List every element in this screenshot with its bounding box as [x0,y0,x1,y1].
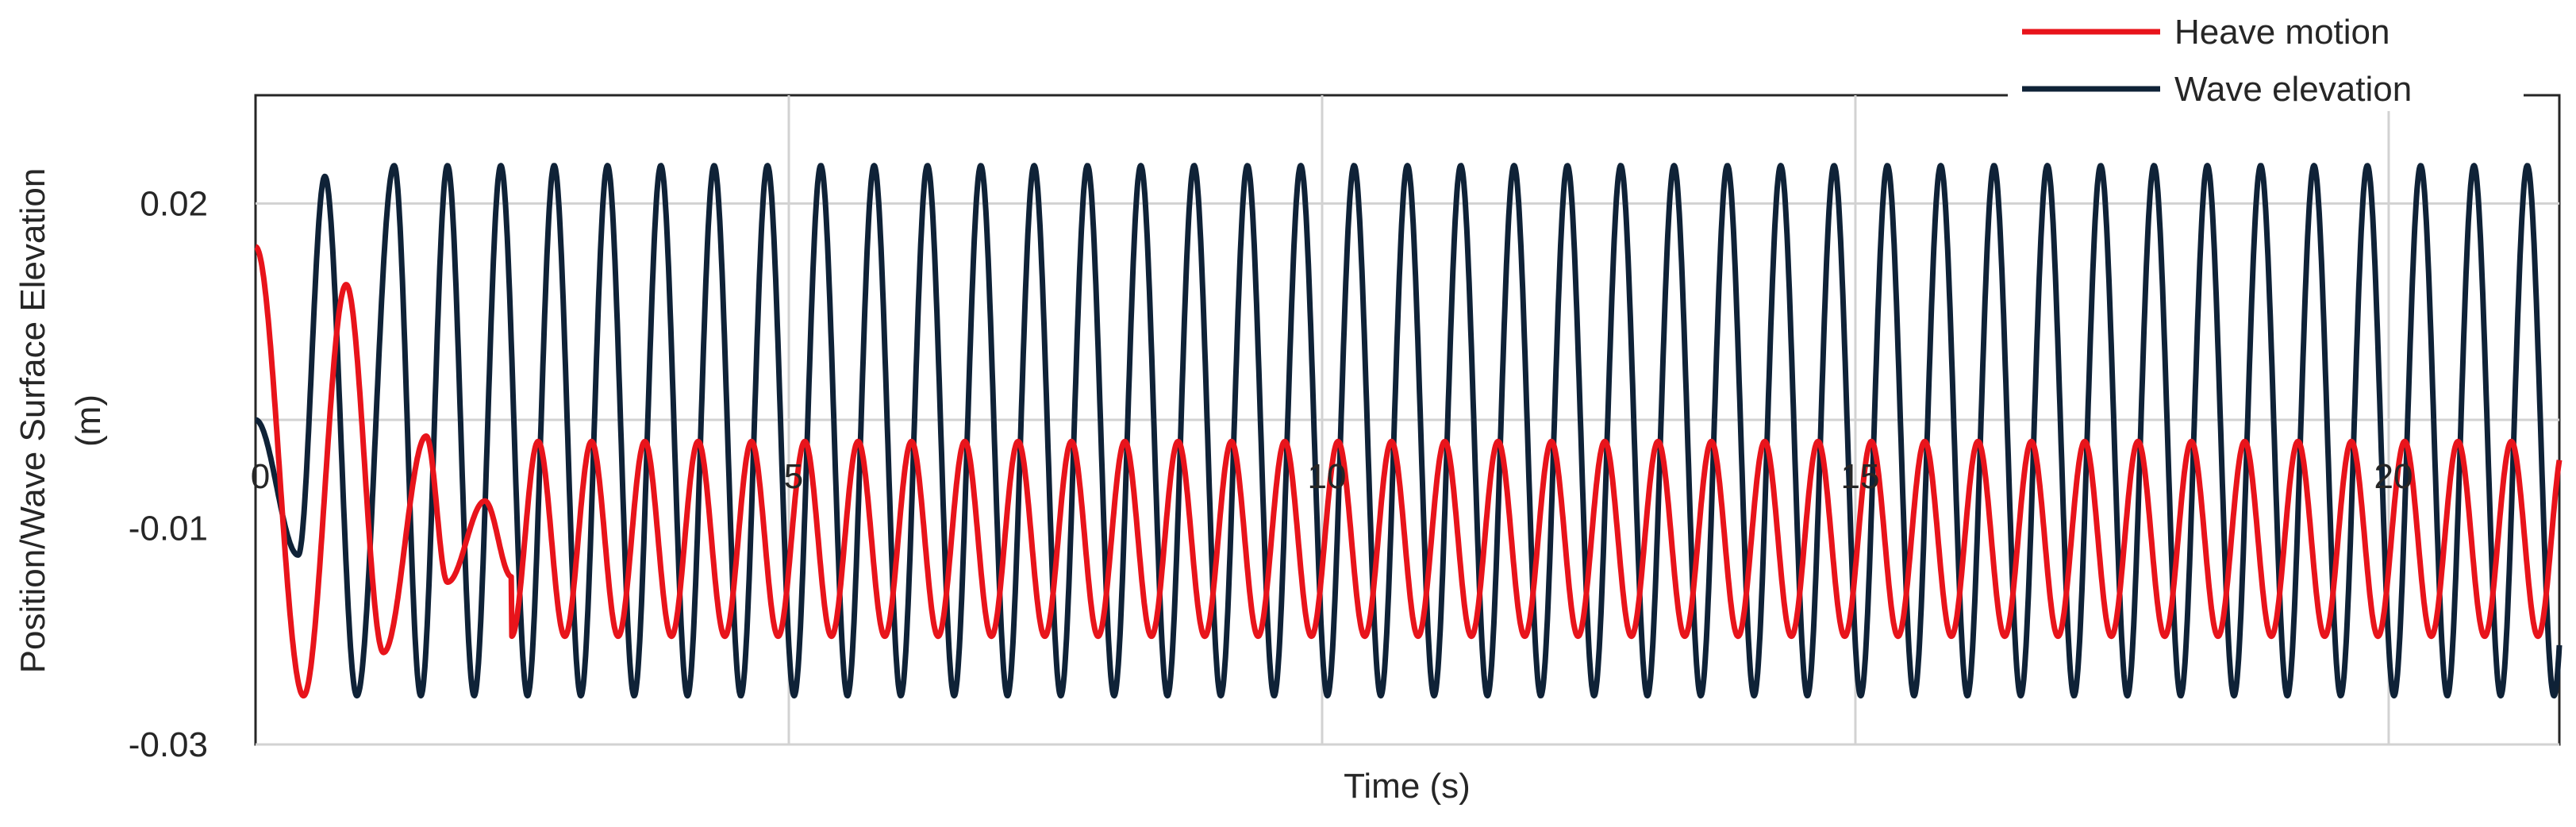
x-tick-label: 10 [1308,457,1347,496]
x-tick-label: 20 [2374,457,2413,496]
y-tick-label: -0.01 [129,509,208,548]
y-tick-labels: -0.03 -0.01 0.02 [129,184,208,764]
legend-box [2008,0,2524,111]
x-tick-label: 15 [1840,457,1879,496]
x-axis-label: Time (s) [1344,767,1471,806]
x-tick-label: 5 [784,457,803,496]
x-tick-labels: 0 5 10 15 20 [251,457,2413,496]
x-tick-label: 0 [251,457,270,496]
series-line-heave-motion [253,244,2563,699]
y-axis-label-line-1: Position/Wave Surface Elevation [13,168,52,674]
y-tick-label: -0.03 [129,725,208,764]
legend: Heave motion Wave elevation [2008,0,2524,111]
y-axis-label: Position/Wave Surface Elevation (m) [13,168,108,674]
legend-label-heave: Heave motion [2174,13,2390,52]
y-tick-label: 0.02 [140,184,208,223]
legend-label-wave: Wave elevation [2174,70,2412,109]
series-line-wave-elevation [253,163,2563,699]
y-axis-label-line-2: (m) [69,394,108,447]
series-layer [253,163,2563,699]
